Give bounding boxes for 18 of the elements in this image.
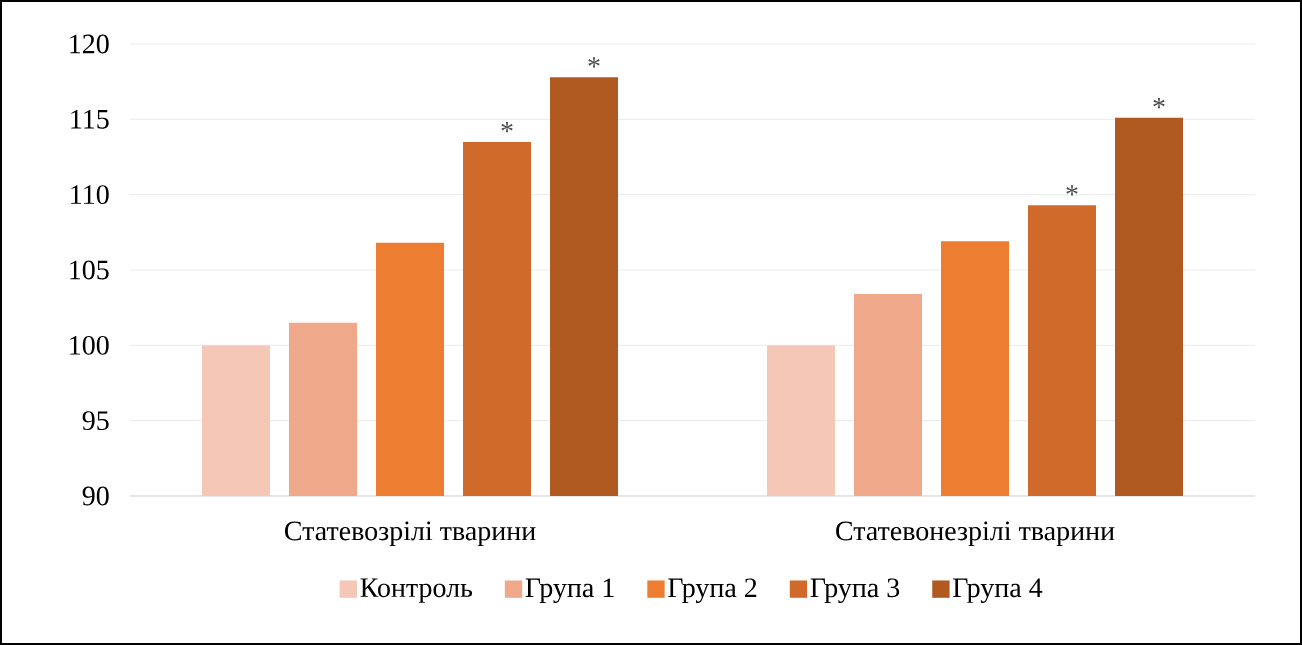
legend-label: Контроль xyxy=(360,578,473,603)
y-tick-label: 100 xyxy=(70,335,109,355)
y-tick-label: 115 xyxy=(71,109,109,129)
legend-label: Група 3 xyxy=(810,578,900,604)
data-label: * xyxy=(588,57,600,68)
data-label: * xyxy=(1066,185,1078,196)
y-tick-label: 90 xyxy=(82,486,109,506)
x-tick-label: Статевозрілі тварини xyxy=(285,521,536,547)
y-tick-label: 95 xyxy=(82,411,109,431)
y-tick-label: 120 xyxy=(70,34,109,54)
data-label: * xyxy=(1153,97,1165,109)
legend-label: Група 4 xyxy=(953,578,1043,603)
y-tick-label: 110 xyxy=(71,185,109,205)
data-label: * xyxy=(501,121,513,133)
x-tick-label: Статевонезрілі тварини xyxy=(836,521,1115,547)
legend-label: Група 2 xyxy=(668,578,757,604)
legend-label: Група 1 xyxy=(525,578,614,603)
y-tick-label: 105 xyxy=(70,260,109,280)
